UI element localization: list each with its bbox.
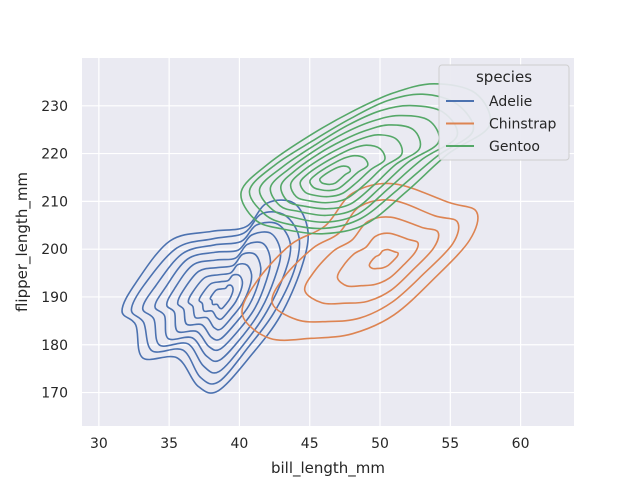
contour-gentoo-level-5 (280, 124, 422, 210)
series-chinstrap (241, 182, 479, 342)
contour-adelie-level-9 (209, 284, 234, 310)
contour-adelie-level-3 (141, 221, 292, 374)
legend: species Adelie Chinstrap Gentoo (438, 64, 570, 161)
contour-chinstrap-level-3 (303, 216, 440, 305)
x-tick-label: 45 (301, 436, 319, 452)
contour-chinstrap-level-1 (241, 182, 479, 342)
contour-gentoo-level-4 (269, 114, 441, 217)
legend-title: species (476, 68, 532, 86)
contour-chinstrap-level-4 (336, 232, 420, 288)
x-tick-label: 30 (90, 436, 108, 452)
contour-chinstrap-level-2 (271, 199, 460, 323)
x-tick-label: 55 (441, 436, 459, 452)
contour-chinstrap-level-5 (368, 248, 399, 270)
contour-gentoo-level-7 (299, 144, 386, 198)
contour-adelie-level-6 (176, 252, 262, 341)
contour-adelie-level-5 (165, 241, 272, 352)
y-tick-label: 190 (41, 290, 68, 306)
y-axis-label: flipper_length_mm (13, 172, 32, 312)
y-tick-label: 200 (41, 242, 68, 258)
x-tick-label: 35 (160, 436, 178, 452)
contour-adelie-level-8 (198, 273, 244, 321)
contour-adelie-level-2 (130, 211, 301, 385)
legend-label-chinstrap: Chinstrap (489, 117, 557, 133)
contour-layer (121, 83, 492, 394)
y-tick-label: 220 (41, 147, 68, 163)
legend-label-adelie: Adelie (489, 94, 532, 110)
contour-adelie-level-7 (187, 262, 253, 331)
y-tick-label: 180 (41, 338, 68, 354)
tick-labels: 30 35 40 45 50 55 60 170 180 190 200 210 220 230 (41, 99, 529, 452)
series-adelie (121, 199, 310, 394)
x-tick-label: 60 (512, 436, 530, 452)
contour-gentoo-level-9 (318, 165, 352, 186)
contour-adelie-level-4 (154, 231, 282, 363)
legend-label-gentoo: Gentoo (489, 139, 540, 155)
contour-adelie-level-1 (121, 199, 310, 394)
y-tick-label: 230 (41, 99, 68, 115)
legend-box (438, 64, 570, 161)
x-tick-label: 40 (231, 436, 249, 452)
y-tick-label: 170 (41, 386, 68, 402)
x-tick-label: 50 (371, 436, 389, 452)
contour-gentoo-level-8 (309, 154, 369, 192)
x-axis-label: bill_length_mm (271, 459, 385, 478)
contour-gentoo-level-6 (289, 134, 404, 204)
y-tick-label: 210 (41, 194, 68, 210)
